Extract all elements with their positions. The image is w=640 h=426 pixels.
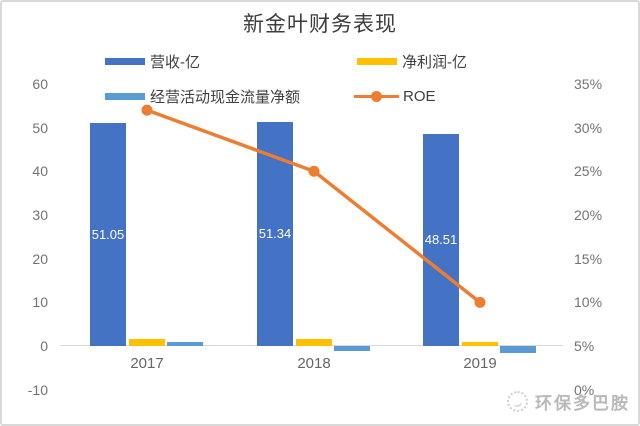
roe-marker-2018 (308, 165, 320, 177)
net-profit-bar-2018 (296, 339, 332, 346)
right-tick-5%: 5% (574, 338, 595, 354)
chart-title: 新金叶财务表现 (243, 13, 397, 36)
legend-item-roe: ROE (354, 87, 436, 105)
left-tick-10: 10 (32, 294, 48, 311)
watermark: 环保多巴胺 (507, 389, 630, 414)
right-tick-25%: 25% (574, 163, 603, 180)
op-cashflow-swatch-icon (105, 92, 145, 100)
watermark-text: 环保多巴胺 (535, 394, 630, 413)
right-tick-10%: 10% (574, 294, 603, 311)
op-cashflow-bar-2018 (334, 346, 370, 351)
legend-label-net-profit: 净利润-亿 (402, 53, 467, 71)
right-tick-0%: 0% (574, 381, 595, 398)
legend-label-roe: ROE (403, 87, 436, 105)
legend-label-op-cashflow: 经营活动现金流量净额 (150, 88, 301, 106)
legend-label-revenue: 营收-亿 (150, 53, 200, 71)
revenue-data-label-2018: 51.34 (258, 225, 292, 241)
revenue-data-label-2017: 51.05 (91, 226, 125, 242)
x-label-2018: 2018 (297, 355, 331, 372)
net-profit-bar-2019 (462, 341, 498, 346)
left-tick-20: 20 (32, 250, 48, 267)
right-tick-35%: 35% (574, 75, 603, 92)
left-tick-50: 50 (32, 119, 48, 136)
left-tick-60: 60 (32, 75, 48, 92)
legend-item-net-profit: 净利润-亿 (357, 52, 467, 71)
legend-item-op-cashflow: 经营活动现金流量净额 (105, 87, 301, 106)
roe-line-swatch-icon (354, 90, 399, 102)
revenue-data-label-2019: 48.51 (424, 232, 458, 248)
x-label-2017: 2017 (130, 355, 164, 372)
roe-marker-2019 (474, 296, 486, 308)
legend-item-revenue: 营收-亿 (105, 52, 200, 71)
revenue-swatch-icon (105, 57, 145, 65)
left-tick-30: 30 (32, 206, 48, 223)
net-profit-swatch-icon (357, 57, 397, 65)
op-cashflow-bar-2019 (500, 346, 536, 353)
x-label-2019: 2019 (463, 355, 497, 372)
revenue-bar-2017 (90, 123, 126, 346)
right-tick-20%: 20% (574, 206, 603, 223)
left-tick-0: 0 (40, 338, 48, 354)
left-tick-40: 40 (32, 163, 48, 180)
right-tick-15%: 15% (574, 250, 603, 267)
net-profit-bar-2017 (129, 339, 165, 346)
op-cashflow-bar-2017 (167, 342, 203, 346)
right-tick-30%: 30% (574, 119, 603, 136)
watermark-logo-icon (507, 391, 528, 412)
left-tick--10: -10 (27, 381, 48, 398)
